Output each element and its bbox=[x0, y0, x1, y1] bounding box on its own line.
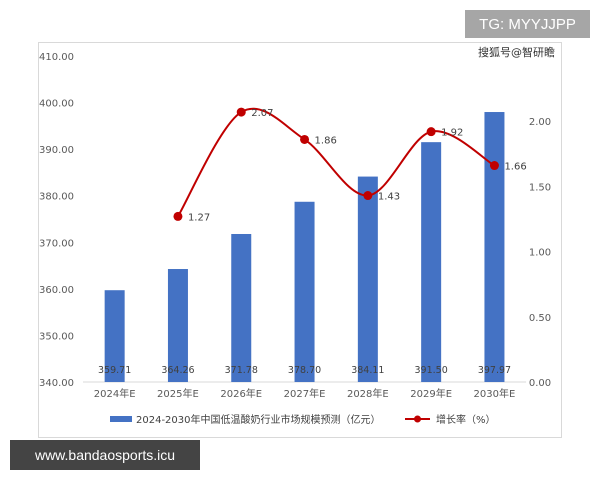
y-right-tick: 1.00 bbox=[529, 248, 551, 259]
y-left-tick: 400.00 bbox=[39, 99, 74, 110]
y-left-tick: 360.00 bbox=[39, 285, 74, 296]
bar-data-label: 364.26 bbox=[161, 365, 194, 376]
bar bbox=[104, 290, 125, 382]
growth-data-label: 1.92 bbox=[441, 128, 463, 139]
growth-data-label: 1.66 bbox=[504, 162, 526, 173]
bar bbox=[231, 233, 252, 382]
x-tick-label: 2025年E bbox=[157, 387, 199, 400]
x-tick-label: 2029年E bbox=[410, 387, 452, 400]
chart-frame bbox=[38, 42, 562, 438]
tg-watermark: TG: MYYJJPP bbox=[465, 10, 590, 38]
bar-data-label: 371.78 bbox=[225, 365, 258, 376]
growth-line bbox=[177, 107, 495, 217]
legend-line-marker bbox=[414, 415, 421, 423]
bar-data-label: 384.11 bbox=[351, 365, 384, 376]
y-right-tick: 0.50 bbox=[529, 313, 551, 324]
growth-point bbox=[173, 211, 183, 221]
bar bbox=[421, 142, 442, 382]
y-left-tick: 390.00 bbox=[39, 145, 74, 156]
bar-data-label: 378.70 bbox=[288, 365, 321, 376]
growth-point bbox=[236, 107, 246, 117]
y-left-tick: 380.00 bbox=[39, 192, 74, 203]
bar bbox=[294, 201, 315, 382]
growth-point bbox=[489, 161, 499, 171]
bar bbox=[167, 269, 188, 382]
legend-line-label: 增长率（%） bbox=[436, 413, 496, 426]
growth-point bbox=[426, 127, 436, 137]
source-watermark: 搜狐号@智研瞻 bbox=[478, 46, 555, 59]
growth-data-label: 2.07 bbox=[251, 108, 273, 119]
bar bbox=[357, 176, 378, 382]
legend-bar-label: 2024-2030年中国低温酸奶行业市场规模预测（亿元） bbox=[136, 413, 381, 426]
y-left-tick: 340.00 bbox=[39, 378, 74, 389]
bar bbox=[484, 112, 505, 383]
x-tick-label: 2027年E bbox=[284, 387, 326, 400]
legend-bar-swatch bbox=[110, 416, 132, 422]
y-right-tick: 1.50 bbox=[529, 182, 551, 193]
growth-data-label: 1.86 bbox=[315, 135, 337, 146]
site-watermark: www.bandaosports.icu bbox=[10, 440, 200, 470]
y-left-tick: 370.00 bbox=[39, 238, 74, 249]
y-right-tick: 0.00 bbox=[529, 378, 551, 389]
growth-data-label: 1.27 bbox=[188, 212, 210, 223]
x-tick-label: 2026年E bbox=[220, 387, 262, 400]
x-tick-label: 2030年E bbox=[474, 387, 516, 400]
y-left-tick: 410.00 bbox=[39, 52, 74, 63]
x-tick-label: 2028年E bbox=[347, 387, 389, 400]
bar-data-label: 391.50 bbox=[415, 365, 448, 376]
growth-data-label: 1.43 bbox=[378, 192, 400, 203]
bar-data-label: 359.71 bbox=[98, 365, 131, 376]
bar-data-label: 397.97 bbox=[478, 365, 511, 376]
y-left-tick: 350.00 bbox=[39, 331, 74, 342]
growth-point bbox=[363, 191, 373, 201]
y-right-tick: 2.00 bbox=[529, 117, 551, 128]
x-tick-label: 2024年E bbox=[94, 387, 136, 400]
growth-point bbox=[300, 134, 310, 144]
